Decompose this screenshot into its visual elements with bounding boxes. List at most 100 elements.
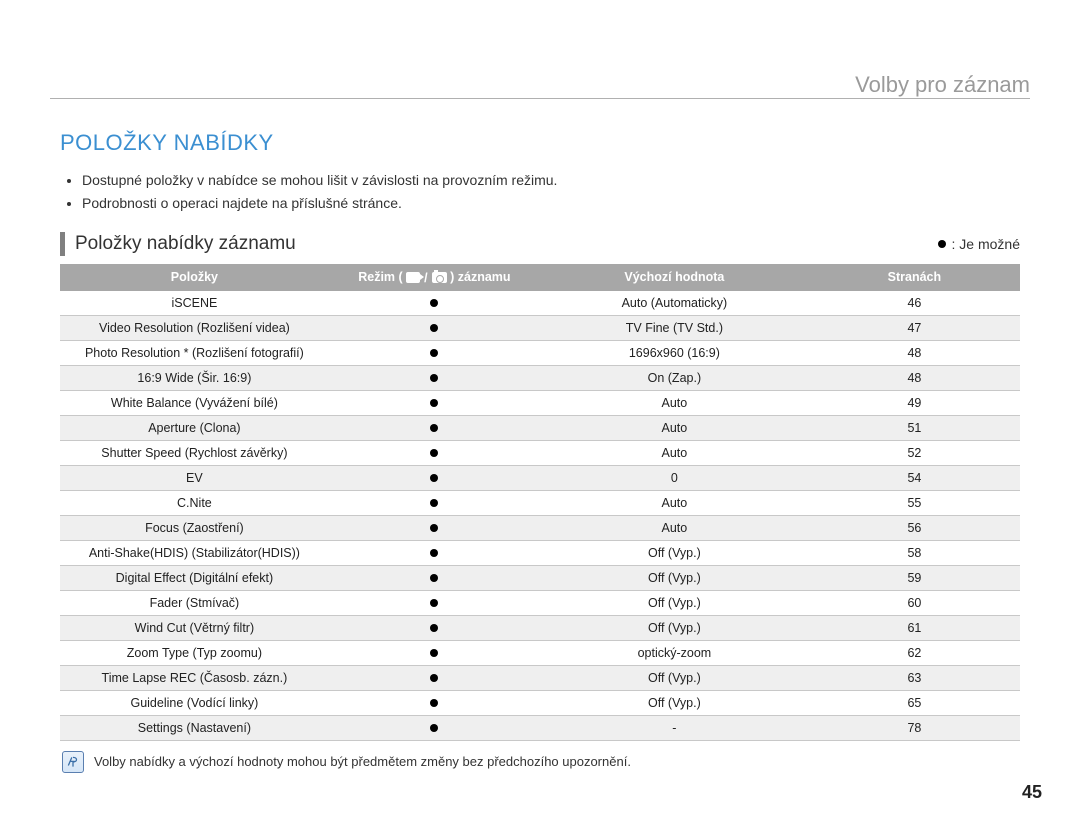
cell-page: 56 xyxy=(809,515,1020,540)
cell-mode xyxy=(329,440,540,465)
video-mode-icon xyxy=(406,272,420,283)
table-row: Shutter Speed (Rychlost závěrky)Auto52 xyxy=(60,440,1020,465)
cell-mode xyxy=(329,590,540,615)
table-row: Anti-Shake(HDIS) (Stabilizátor(HDIS))Off… xyxy=(60,540,1020,565)
cell-page: 48 xyxy=(809,340,1020,365)
possible-dot-icon xyxy=(430,474,438,482)
table-row: White Balance (Vyvážení bílé)Auto49 xyxy=(60,390,1020,415)
cell-item: Fader (Stmívač) xyxy=(60,590,329,615)
cell-page: 52 xyxy=(809,440,1020,465)
cell-default: Auto xyxy=(540,515,809,540)
cell-item: Digital Effect (Digitální efekt) xyxy=(60,565,329,590)
table-row: Digital Effect (Digitální efekt) Off (Vyp… xyxy=(60,565,1020,590)
possible-dot-icon xyxy=(430,549,438,557)
intro-bullet: Dostupné položky v nabídce se mohou liši… xyxy=(82,170,1020,191)
cell-default: optický-zoom xyxy=(540,640,809,665)
cell-default: Auto xyxy=(540,490,809,515)
possible-dot-icon xyxy=(430,499,438,507)
section-breadcrumb: Volby pro záznam xyxy=(855,72,1030,98)
cell-page: 55 xyxy=(809,490,1020,515)
table-row: Guideline (Vodící linky)Off (Vyp.)65 xyxy=(60,690,1020,715)
cell-page: 46 xyxy=(809,291,1020,316)
possible-dot-icon xyxy=(430,524,438,532)
top-divider xyxy=(50,98,1030,99)
subheading-bar xyxy=(60,232,65,256)
possible-dot-icon xyxy=(430,649,438,657)
table-row: Time Lapse REC (Časosb. zázn.) Off (Vyp.)… xyxy=(60,665,1020,690)
possible-dot-icon xyxy=(430,574,438,582)
possible-dot-icon xyxy=(430,299,438,307)
cell-default: TV Fine (TV Std.) xyxy=(540,315,809,340)
possible-dot-icon xyxy=(430,399,438,407)
cell-item: iSCENE xyxy=(60,291,329,316)
table-body: iSCENEAuto (Automaticky)46Video Resoluti… xyxy=(60,291,1020,741)
table-row: EV054 xyxy=(60,465,1020,490)
possible-dot-icon xyxy=(430,599,438,607)
cell-mode xyxy=(329,390,540,415)
cell-item: Shutter Speed (Rychlost závěrky) xyxy=(60,440,329,465)
cell-page: 48 xyxy=(809,365,1020,390)
legend: : Je možné xyxy=(938,236,1020,252)
table-row: Photo Resolution * (Rozlišení fotografií… xyxy=(60,340,1020,365)
subheading-wrap: Položky nabídky záznamu xyxy=(60,232,296,256)
legend-text: : Je možné xyxy=(952,236,1020,252)
col-header-mode: Režim ( / ) záznamu xyxy=(329,264,540,291)
photo-mode-icon xyxy=(432,272,447,283)
cell-default: - xyxy=(540,715,809,740)
subheading-row: Položky nabídky záznamu : Je možné xyxy=(60,232,1020,256)
cell-item: Zoom Type (Typ zoomu) xyxy=(60,640,329,665)
mode-suffix: ) záznamu xyxy=(450,270,510,284)
mode-prefix: Režim ( xyxy=(358,270,402,284)
table-header-row: Položky Režim ( / ) záznamu Výchozí hodn… xyxy=(60,264,1020,291)
page-heading: POLOŽKY NABÍDKY xyxy=(60,130,1020,156)
cell-item: Wind Cut (Větrný filtr) xyxy=(60,615,329,640)
manual-page: Volby pro záznam POLOŽKY NABÍDKY Dostupn… xyxy=(0,0,1080,827)
cell-mode xyxy=(329,365,540,390)
possible-dot-icon xyxy=(430,674,438,682)
possible-dot-icon xyxy=(430,349,438,357)
cell-page: 51 xyxy=(809,415,1020,440)
possible-dot-icon xyxy=(430,424,438,432)
cell-default: 1696x960 (16:9) xyxy=(540,340,809,365)
mode-icons: / xyxy=(406,271,446,285)
cell-default: Off (Vyp.) xyxy=(540,565,809,590)
cell-mode xyxy=(329,615,540,640)
cell-page: 58 xyxy=(809,540,1020,565)
page-number: 45 xyxy=(1022,782,1042,803)
footnote-row: Volby nabídky a výchozí hodnoty mohou bý… xyxy=(62,751,1020,773)
table-row: Wind Cut (Větrný filtr)Off (Vyp.)61 xyxy=(60,615,1020,640)
cell-mode xyxy=(329,515,540,540)
cell-mode xyxy=(329,715,540,740)
note-icon xyxy=(62,751,84,773)
cell-default: Auto xyxy=(540,415,809,440)
possible-dot-icon xyxy=(430,624,438,632)
table-row: Settings (Nastavení)-78 xyxy=(60,715,1020,740)
cell-mode xyxy=(329,565,540,590)
possible-dot-icon xyxy=(430,449,438,457)
cell-mode xyxy=(329,315,540,340)
table-row: Focus (Zaostření) Auto56 xyxy=(60,515,1020,540)
cell-page: 61 xyxy=(809,615,1020,640)
cell-item: Anti-Shake(HDIS) (Stabilizátor(HDIS)) xyxy=(60,540,329,565)
cell-mode xyxy=(329,690,540,715)
table-row: 16:9 Wide (Šir. 16:9)On (Zap.)48 xyxy=(60,365,1020,390)
cell-default: Auto (Automaticky) xyxy=(540,291,809,316)
cell-mode xyxy=(329,540,540,565)
possible-dot-icon xyxy=(430,374,438,382)
cell-mode xyxy=(329,465,540,490)
cell-mode xyxy=(329,490,540,515)
cell-item: Focus (Zaostření) xyxy=(60,515,329,540)
cell-page: 59 xyxy=(809,565,1020,590)
intro-bullet: Podrobnosti o operaci najdete na přísluš… xyxy=(82,193,1020,214)
cell-item: Photo Resolution * (Rozlišení fotografií… xyxy=(60,340,329,365)
cell-item: Aperture (Clona) xyxy=(60,415,329,440)
cell-mode xyxy=(329,415,540,440)
table-row: iSCENE Auto (Automaticky)46 xyxy=(60,291,1020,316)
cell-item: Settings (Nastavení) xyxy=(60,715,329,740)
col-header-default: Výchozí hodnota xyxy=(540,264,809,291)
cell-item: C.Nite xyxy=(60,490,329,515)
cell-mode xyxy=(329,640,540,665)
cell-default: Off (Vyp.) xyxy=(540,665,809,690)
cell-item: Time Lapse REC (Časosb. zázn.) xyxy=(60,665,329,690)
cell-page: 49 xyxy=(809,390,1020,415)
